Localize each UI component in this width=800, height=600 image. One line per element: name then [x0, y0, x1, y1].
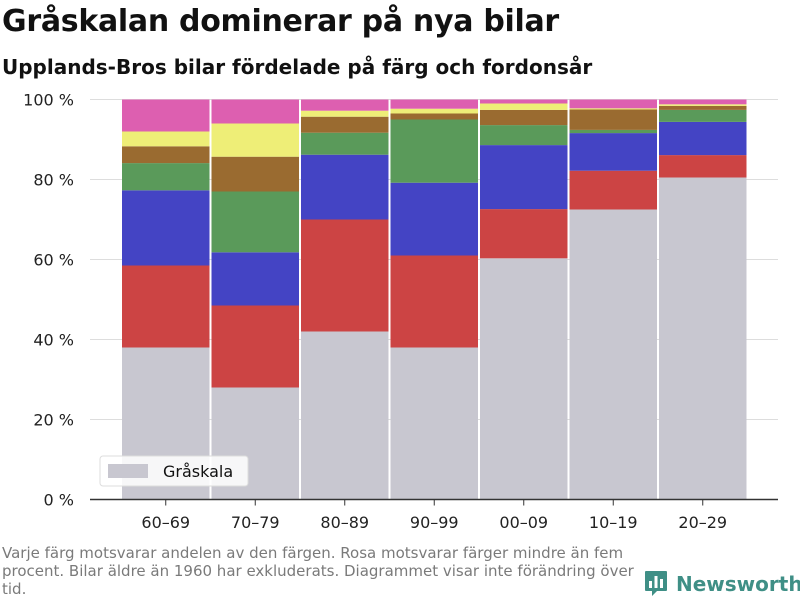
- bar-segment-gul: [122, 131, 210, 147]
- bar-segment-rod: [659, 155, 747, 178]
- bar-segment-graskala: [569, 209, 657, 500]
- bar-segment-gron: [122, 163, 210, 191]
- bars: [122, 99, 747, 500]
- bar-segment-graskala: [659, 177, 747, 500]
- chart-title: Gråskalan dominerar på nya bilar: [2, 4, 559, 39]
- bar-segment-brun: [569, 109, 657, 130]
- bar-segment-gron: [569, 129, 657, 134]
- bar-segment-gron: [480, 125, 568, 146]
- bar-segment-gron: [301, 132, 389, 155]
- brand-logo: Newsworthy: [644, 569, 800, 599]
- legend-swatch: [108, 464, 148, 478]
- x-tick-label: 10–19: [589, 513, 638, 532]
- bar-segment-gul: [211, 123, 299, 157]
- y-tick-label: 0 %: [44, 491, 74, 510]
- bar-segment-brun: [659, 105, 747, 110]
- x-axis: 60–69 70–79 80–89 90–99 00–09 10–19 20–29: [90, 498, 778, 532]
- bar-segment-graskala: [480, 258, 568, 500]
- bar-segment-bla: [569, 133, 657, 171]
- legend-label: Gråskala: [163, 462, 233, 481]
- bar-segment-gron: [211, 191, 299, 253]
- bar-segment-bla: [390, 182, 478, 256]
- bar-segment-brun: [480, 109, 568, 126]
- chart-subtitle: Upplands-Bros bilar fördelade på färg oc…: [2, 55, 593, 79]
- bar-segment-rosa: [569, 99, 657, 109]
- x-tick-label: 00–09: [499, 513, 548, 532]
- x-tick-label: 90–99: [410, 513, 459, 532]
- x-tick-label: 80–89: [320, 513, 369, 532]
- bar-segment-bla: [211, 252, 299, 306]
- bar-segment-brun: [301, 116, 389, 133]
- brand-name: Newsworthy: [676, 572, 800, 596]
- bar-segment-gul: [569, 108, 657, 110]
- legend: Gråskala: [99, 455, 249, 487]
- x-tick-label: 20–29: [678, 513, 727, 532]
- bar-segment-rod: [480, 209, 568, 259]
- bar-segment-rod: [569, 170, 657, 210]
- bar-segment-graskala: [390, 347, 478, 500]
- bar-segment-bla: [122, 190, 210, 266]
- bar-segment-bla: [301, 154, 389, 220]
- bar-chart-logo-icon: [645, 571, 667, 596]
- bar-segment-brun: [390, 113, 478, 120]
- bar-segment-bla: [659, 121, 747, 156]
- legend-box: [99, 455, 249, 487]
- bar-segment-rosa: [480, 99, 568, 104]
- bar-segment-rod: [122, 265, 210, 348]
- bar-segment-rosa: [659, 99, 747, 105]
- y-tick-label: 20 %: [33, 411, 74, 430]
- y-tick-label: 100 %: [23, 91, 74, 110]
- bar-segment-rod: [390, 255, 478, 348]
- bar-segment-rosa: [211, 99, 299, 124]
- y-axis: 0 % 20 % 40 % 60 % 80 % 100 %: [23, 91, 74, 510]
- bar-segment-gul: [390, 108, 478, 114]
- bar-segment-gul: [301, 110, 389, 117]
- bar-segment-gul: [659, 104, 747, 106]
- x-tick-label: 70–79: [231, 513, 280, 532]
- bar-segment-gron: [659, 109, 747, 122]
- bar-segment-graskala: [301, 331, 389, 500]
- bar-segment-brun: [122, 146, 210, 164]
- x-tick-label: 60–69: [141, 513, 190, 532]
- bar-segment-rosa: [122, 99, 210, 132]
- bar-segment-brun: [211, 156, 299, 192]
- y-tick-label: 60 %: [33, 251, 74, 270]
- footnote: Varje färg motsvarar andelen av den färg…: [2, 544, 634, 598]
- bar-segment-rod: [301, 219, 389, 332]
- y-tick-label: 80 %: [33, 171, 74, 190]
- bar-segment-rosa: [301, 99, 389, 111]
- bar-segment-rod: [211, 305, 299, 388]
- bar-segment-gron: [390, 119, 478, 183]
- y-tick-label: 40 %: [33, 331, 74, 350]
- bar-segment-rosa: [390, 99, 478, 109]
- bar-segment-bla: [480, 145, 568, 210]
- bar-segment-gul: [480, 103, 568, 110]
